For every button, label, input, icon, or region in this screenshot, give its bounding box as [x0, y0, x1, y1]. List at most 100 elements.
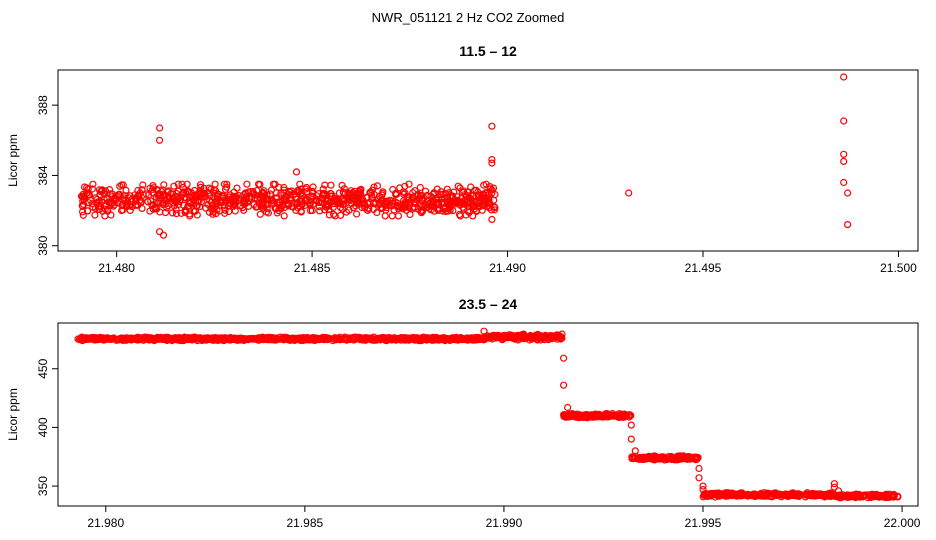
data-point: [488, 156, 496, 164]
data-point: [312, 192, 321, 200]
data-point: [631, 447, 639, 455]
data-point: [582, 411, 590, 420]
data-point: [320, 334, 328, 342]
data-point: [645, 453, 653, 461]
data-point: [312, 196, 320, 204]
data-point: [710, 489, 718, 497]
data-point: [253, 195, 261, 203]
data-point: [80, 183, 89, 191]
data-point: [399, 205, 407, 213]
data-point: [695, 474, 703, 482]
data-point: [840, 117, 848, 125]
data-point: [373, 208, 381, 217]
data-point: [483, 333, 491, 341]
data-point: [171, 334, 180, 342]
data-point: [197, 198, 205, 206]
y-axis-label: Licor ppm: [6, 134, 20, 187]
data-point: [321, 206, 329, 214]
data-point: [80, 195, 88, 203]
data-point: [616, 412, 624, 420]
data-point: [760, 491, 769, 499]
data-point: [84, 207, 92, 215]
data-point: [186, 210, 194, 218]
data-point: [561, 411, 569, 419]
y-tick-label: 350: [36, 476, 50, 496]
data-point: [280, 186, 288, 194]
data-point: [191, 191, 199, 199]
data-point: [210, 186, 218, 194]
data-point: [411, 198, 420, 206]
data-point: [315, 203, 323, 211]
data-point: [625, 189, 633, 197]
data-point: [294, 204, 302, 212]
data-point: [110, 195, 118, 203]
data-point: [339, 188, 347, 196]
data-point: [82, 335, 90, 343]
data-point: [627, 421, 635, 429]
data-point: [461, 335, 469, 343]
data-point: [253, 187, 261, 195]
data-point: [779, 491, 788, 499]
data-point: [352, 202, 360, 210]
data-point: [401, 189, 409, 197]
data-point: [469, 336, 477, 344]
data-point: [367, 188, 375, 197]
data-point: [297, 185, 305, 193]
data-point: [240, 196, 248, 204]
data-point: [164, 188, 172, 196]
data-point: [839, 493, 847, 501]
data-point: [656, 455, 665, 463]
data-point: [772, 491, 781, 500]
data-point: [155, 335, 163, 343]
data-point: [654, 455, 662, 463]
data-point: [177, 209, 185, 217]
data-point: [653, 454, 661, 462]
data-point: [388, 212, 396, 220]
data-point: [133, 335, 141, 343]
data-point: [274, 207, 282, 215]
data-point: [239, 334, 247, 342]
data-point: [735, 491, 743, 499]
data-point: [490, 203, 498, 211]
data-point: [386, 196, 394, 204]
data-point: [107, 211, 115, 219]
data-point: [174, 180, 182, 188]
data-point: [193, 211, 201, 219]
data-point: [103, 334, 111, 342]
data-point: [618, 411, 627, 420]
data-point: [264, 209, 272, 217]
data-point: [221, 209, 229, 217]
data-point: [353, 210, 361, 218]
data-point: [315, 198, 323, 206]
data-point: [211, 189, 219, 198]
data-point: [390, 335, 398, 343]
data-point: [881, 491, 889, 499]
data-point: [427, 202, 435, 210]
data-point: [227, 195, 235, 203]
data-point: [169, 194, 177, 203]
data-point: [272, 189, 280, 197]
data-point: [482, 188, 490, 197]
data-point: [394, 204, 403, 213]
data-point: [840, 73, 848, 81]
data-point: [768, 490, 776, 498]
data-point: [104, 335, 112, 343]
data-point: [457, 335, 465, 343]
data-point: [131, 191, 139, 199]
data-point: [144, 335, 152, 343]
data-point: [74, 335, 82, 343]
data-point: [406, 210, 414, 219]
data-point: [189, 193, 197, 201]
data-point: [888, 492, 896, 500]
data-point: [467, 191, 475, 199]
panel-title: 11.5 – 12: [459, 43, 517, 59]
x-tick-label: 21.990: [486, 516, 523, 530]
data-point: [463, 193, 471, 201]
data-point: [699, 486, 707, 494]
data-point: [79, 211, 87, 219]
data-point: [625, 411, 634, 419]
data-point: [843, 221, 852, 229]
data-point: [329, 203, 337, 211]
panel-title: 23.5 – 24: [459, 296, 518, 312]
